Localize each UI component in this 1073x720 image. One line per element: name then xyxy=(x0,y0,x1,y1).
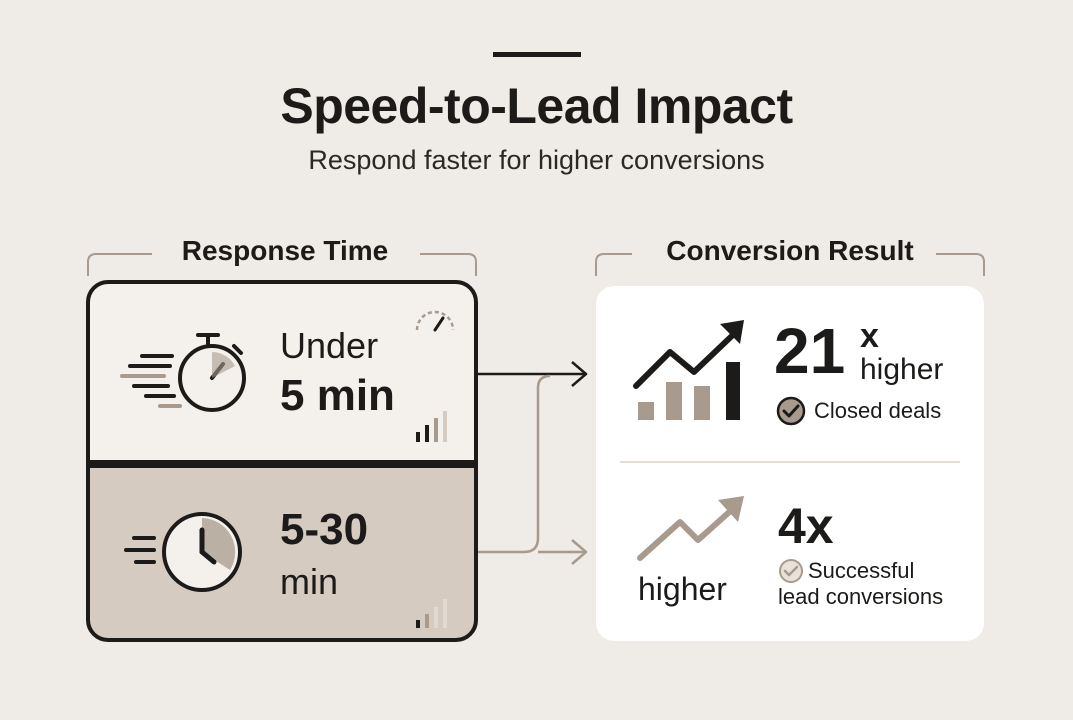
response-time-card: Under 5 min 5-30 min xyxy=(86,280,478,642)
lead-conversions-higher-label: higher xyxy=(638,571,727,607)
lead-conversions-label-line2: lead conversions xyxy=(778,584,944,609)
clock-icon xyxy=(124,512,242,592)
signal-bars-icon xyxy=(416,599,447,628)
trend-arrow-icon xyxy=(637,496,744,561)
page-title: Speed-to-Lead Impact xyxy=(280,78,793,134)
growth-bar-chart-icon xyxy=(633,320,744,420)
check-circle-icon xyxy=(776,396,806,426)
closed-deals-label: Closed deals xyxy=(814,398,942,423)
fast-response-line1: Under xyxy=(280,325,379,366)
result-divider xyxy=(620,461,960,463)
slow-response-line1: 5-30 xyxy=(280,505,369,554)
page-subtitle: Respond faster for higher conversions xyxy=(308,145,765,175)
response-time-heading: Response Time xyxy=(181,235,389,266)
closed-deals-multiplier: 21 xyxy=(774,315,846,387)
slow-response-panel: 5-30 min xyxy=(90,468,474,638)
slow-response-line2: min xyxy=(280,561,339,602)
closed-deals-multiplier-suffix: x xyxy=(860,317,879,355)
stopwatch-icon xyxy=(120,333,246,412)
speedometer-icon xyxy=(415,310,455,332)
lead-conversions-label-line1: Successful xyxy=(808,558,915,583)
title-accent-rule xyxy=(493,52,581,57)
lead-conversions-multiplier: 4x xyxy=(778,498,834,554)
conversion-result-heading: Conversion Result xyxy=(666,235,914,266)
signal-bars-icon xyxy=(416,411,447,442)
check-circle-icon xyxy=(779,559,803,583)
closed-deals-higher-label: higher xyxy=(860,353,944,386)
fast-response-line2: 5 min xyxy=(280,371,395,420)
fast-response-panel: Under 5 min xyxy=(90,284,474,460)
